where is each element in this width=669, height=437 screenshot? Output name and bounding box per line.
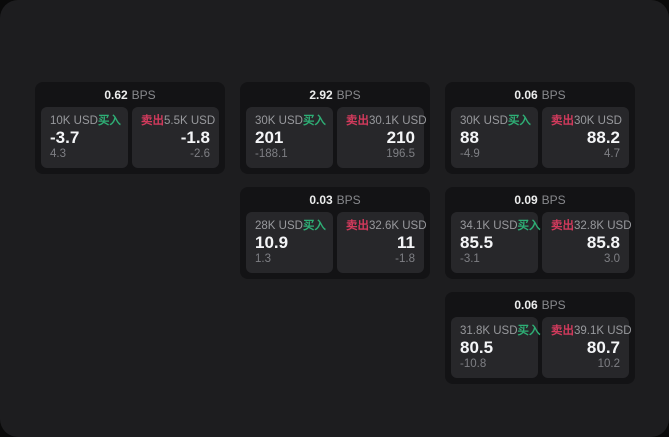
sell-change: 4.7 — [604, 148, 620, 160]
sell-tile[interactable]: 卖出 32.6K USD 11 -1.8 — [337, 212, 427, 273]
buy-notional: 34.1K USD — [460, 220, 518, 232]
bps-value: 0.06 — [514, 298, 538, 312]
buy-price: 88 — [460, 128, 479, 147]
sell-notional: 30K USD — [574, 115, 622, 127]
buy-side-label: 买入 — [97, 115, 121, 127]
bps-value: 2.92 — [309, 88, 333, 102]
sell-side-label: 卖出 — [551, 220, 574, 232]
buy-change: 4.3 — [50, 148, 66, 160]
sell-tile[interactable]: 卖出 5.5K USD -1.8 -2.6 — [132, 107, 219, 168]
sell-price: 85.8 — [586, 233, 620, 252]
quote-card-body: 31.8K USD 买入 80.5 -10.8 卖出 39.1K USD 80.… — [445, 315, 635, 384]
sell-change: -2.6 — [190, 148, 210, 160]
sell-notional: 5.5K USD — [164, 115, 216, 127]
quote-card: 0.06 BPS 30K USD 买入 88 -4.9 卖出 30K USD — [445, 82, 635, 174]
buy-side-label: 买入 — [507, 115, 531, 127]
sell-change: 10.2 — [597, 358, 620, 370]
sell-side-label: 卖出 — [346, 115, 369, 127]
sell-notional: 30.1K USD — [369, 115, 427, 127]
bps-header: 0.06 BPS — [445, 292, 635, 315]
sell-side-label: 卖出 — [551, 115, 574, 127]
sell-change: 196.5 — [386, 148, 415, 160]
bps-suffix-label: BPS — [541, 193, 566, 207]
sell-tile[interactable]: 卖出 39.1K USD 80.7 10.2 — [542, 317, 632, 378]
sell-tile[interactable]: 卖出 32.8K USD 85.8 3.0 — [542, 212, 632, 273]
buy-change: -10.8 — [460, 358, 487, 370]
bps-header: 0.09 BPS — [445, 187, 635, 210]
bps-value: 0.06 — [514, 88, 538, 102]
buy-tile[interactable]: 30K USD 买入 88 -4.9 — [451, 107, 538, 168]
sell-notional: 32.6K USD — [369, 220, 427, 232]
sell-tile[interactable]: 卖出 30K USD 88.2 4.7 — [542, 107, 629, 168]
buy-tile[interactable]: 30K USD 买入 201 -188.1 — [246, 107, 333, 168]
bps-value: 0.09 — [514, 193, 538, 207]
buy-price: 85.5 — [460, 233, 494, 252]
bps-header: 0.03 BPS — [240, 187, 430, 210]
buy-tile[interactable]: 31.8K USD 买入 80.5 -10.8 — [451, 317, 541, 378]
buy-change: 1.3 — [255, 253, 271, 265]
bps-header: 0.06 BPS — [445, 82, 635, 105]
quote-card-body: 34.1K USD 买入 85.5 -3.1 卖出 32.8K USD 85.8… — [445, 210, 635, 279]
quote-card: 2.92 BPS 30K USD 买入 201 -188.1 卖出 30.1K … — [240, 82, 430, 174]
sell-tile[interactable]: 卖出 30.1K USD 210 196.5 — [337, 107, 427, 168]
bps-value: 0.62 — [104, 88, 128, 102]
quote-card-body: 28K USD 买入 10.9 1.3 卖出 32.6K USD 11 -1.8 — [240, 210, 430, 279]
sell-change: -1.8 — [395, 253, 415, 265]
bps-suffix-label: BPS — [541, 88, 566, 102]
buy-notional: 31.8K USD — [460, 325, 518, 337]
buy-side-label: 买入 — [517, 325, 541, 337]
buy-side-label: 买入 — [302, 115, 326, 127]
buy-tile[interactable]: 28K USD 买入 10.9 1.3 — [246, 212, 333, 273]
quote-card-grid: 0.62 BPS 10K USD 买入 -3.7 4.3 卖出 5.5K USD — [35, 82, 635, 384]
quote-card: 0.03 BPS 28K USD 买入 10.9 1.3 卖出 32.6K US… — [240, 187, 430, 279]
sell-notional: 32.8K USD — [574, 220, 632, 232]
sell-price: 210 — [386, 128, 415, 147]
bps-suffix-label: BPS — [336, 193, 361, 207]
buy-side-label: 买入 — [517, 220, 541, 232]
sell-side-label: 卖出 — [551, 325, 574, 337]
buy-tile[interactable]: 10K USD 买入 -3.7 4.3 — [41, 107, 128, 168]
buy-tile[interactable]: 34.1K USD 买入 85.5 -3.1 — [451, 212, 541, 273]
sell-price: -1.8 — [180, 128, 210, 147]
buy-change: -3.1 — [460, 253, 480, 265]
sell-side-label: 卖出 — [346, 220, 369, 232]
buy-notional: 30K USD — [460, 115, 508, 127]
buy-change: -4.9 — [460, 148, 480, 160]
bps-suffix-label: BPS — [336, 88, 361, 102]
buy-notional: 10K USD — [50, 115, 98, 127]
bps-header: 2.92 BPS — [240, 82, 430, 105]
sell-notional: 39.1K USD — [574, 325, 632, 337]
buy-price: 201 — [255, 128, 284, 147]
bps-header: 0.62 BPS — [35, 82, 225, 105]
buy-side-label: 买入 — [302, 220, 326, 232]
sell-change: 3.0 — [604, 253, 620, 265]
buy-price: 80.5 — [460, 338, 494, 357]
bps-suffix-label: BPS — [541, 298, 566, 312]
quote-card: 0.62 BPS 10K USD 买入 -3.7 4.3 卖出 5.5K USD — [35, 82, 225, 174]
bps-value: 0.03 — [309, 193, 333, 207]
buy-notional: 28K USD — [255, 220, 303, 232]
quote-card-body: 30K USD 买入 201 -188.1 卖出 30.1K USD 210 1… — [240, 105, 430, 174]
buy-price: -3.7 — [50, 128, 80, 147]
buy-price: 10.9 — [255, 233, 289, 252]
buy-notional: 30K USD — [255, 115, 303, 127]
quote-card: 0.09 BPS 34.1K USD 买入 85.5 -3.1 卖出 32.8K… — [445, 187, 635, 279]
sell-price: 80.7 — [586, 338, 620, 357]
buy-change: -188.1 — [255, 148, 288, 160]
sell-side-label: 卖出 — [141, 115, 164, 127]
quote-card: 0.06 BPS 31.8K USD 买入 80.5 -10.8 卖出 39.1… — [445, 292, 635, 384]
quote-card-body: 10K USD 买入 -3.7 4.3 卖出 5.5K USD -1.8 -2.… — [35, 105, 225, 174]
quote-card-body: 30K USD 买入 88 -4.9 卖出 30K USD 88.2 4.7 — [445, 105, 635, 174]
sell-price: 88.2 — [586, 128, 620, 147]
bps-suffix-label: BPS — [131, 88, 156, 102]
sell-price: 11 — [397, 233, 415, 252]
